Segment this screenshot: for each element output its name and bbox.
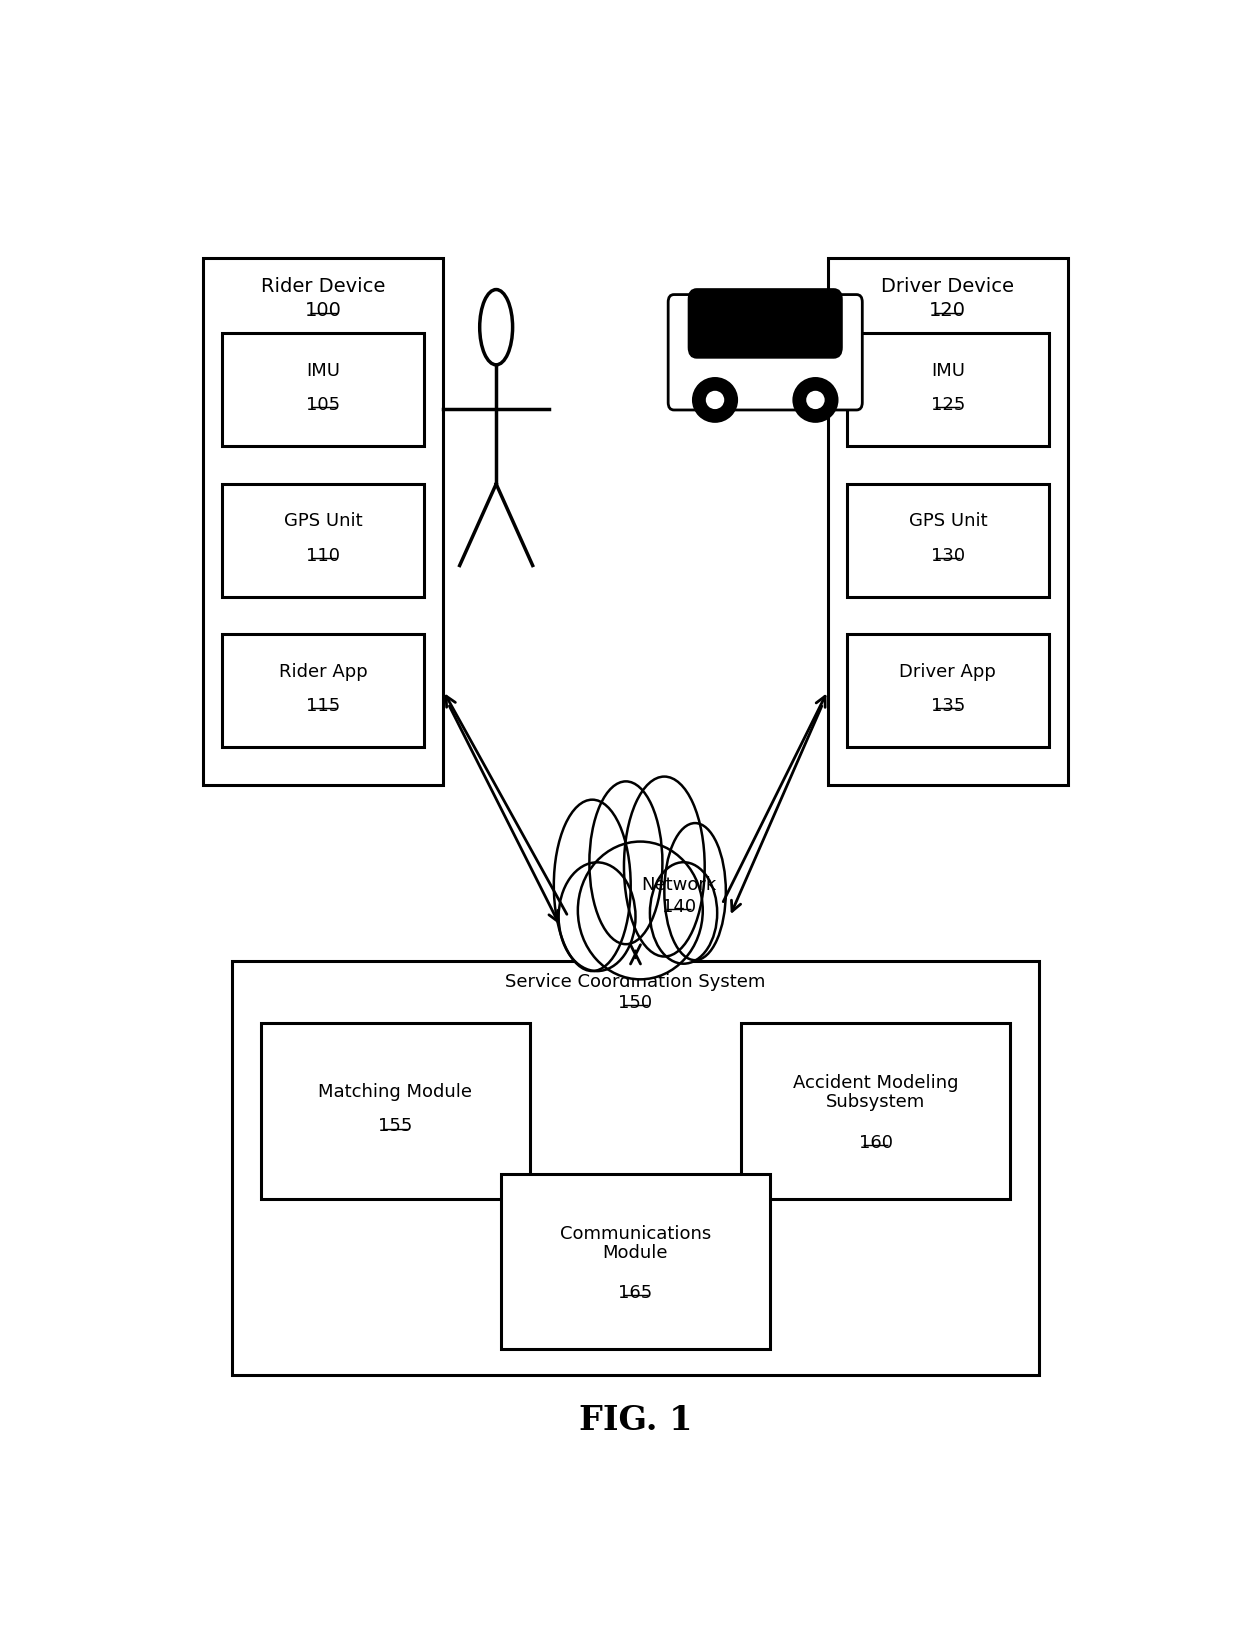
Ellipse shape <box>706 391 724 409</box>
Text: 100: 100 <box>305 301 341 321</box>
Text: Module: Module <box>603 1243 668 1261</box>
Text: Subsystem: Subsystem <box>826 1093 925 1111</box>
Ellipse shape <box>650 862 717 964</box>
Text: Network: Network <box>641 876 717 894</box>
Text: 140: 140 <box>662 898 696 915</box>
Text: Accident Modeling: Accident Modeling <box>794 1075 959 1093</box>
Text: Service Coordination System: Service Coordination System <box>506 973 765 990</box>
Text: 135: 135 <box>931 697 965 715</box>
Bar <box>222 334 424 446</box>
Bar <box>828 259 1068 785</box>
Bar <box>222 484 424 596</box>
Bar <box>501 1175 770 1349</box>
Bar <box>203 259 444 785</box>
Text: Rider App: Rider App <box>279 663 367 681</box>
Bar <box>232 961 1039 1375</box>
FancyBboxPatch shape <box>668 295 862 411</box>
Text: 150: 150 <box>619 994 652 1012</box>
Text: 130: 130 <box>931 547 965 565</box>
Text: 165: 165 <box>619 1284 652 1302</box>
Bar <box>260 1023 529 1199</box>
Text: 105: 105 <box>306 396 340 414</box>
Text: GPS Unit: GPS Unit <box>909 513 987 531</box>
Text: 160: 160 <box>859 1134 893 1152</box>
Text: Driver App: Driver App <box>899 663 996 681</box>
Ellipse shape <box>589 782 662 945</box>
Bar <box>847 635 1049 748</box>
Bar <box>847 484 1049 596</box>
FancyBboxPatch shape <box>689 290 842 357</box>
Text: Driver Device: Driver Device <box>882 277 1014 296</box>
Text: Communications: Communications <box>560 1225 711 1243</box>
Text: 125: 125 <box>931 396 965 414</box>
Ellipse shape <box>554 800 631 971</box>
Bar <box>222 635 424 748</box>
Text: Rider Device: Rider Device <box>260 277 386 296</box>
Ellipse shape <box>806 391 825 409</box>
Text: 155: 155 <box>378 1117 413 1135</box>
Ellipse shape <box>558 862 635 971</box>
Text: GPS Unit: GPS Unit <box>284 513 362 531</box>
Ellipse shape <box>578 842 703 979</box>
Text: 120: 120 <box>929 301 966 321</box>
Text: 115: 115 <box>306 697 340 715</box>
Text: IMU: IMU <box>931 362 965 380</box>
Ellipse shape <box>792 376 838 424</box>
Text: IMU: IMU <box>306 362 340 380</box>
Ellipse shape <box>665 823 725 959</box>
Text: Matching Module: Matching Module <box>319 1083 472 1101</box>
Bar <box>847 334 1049 446</box>
Bar <box>742 1023 1011 1199</box>
Ellipse shape <box>692 376 738 424</box>
Ellipse shape <box>624 777 704 956</box>
Text: 110: 110 <box>306 547 340 565</box>
Text: FIG. 1: FIG. 1 <box>579 1404 692 1437</box>
